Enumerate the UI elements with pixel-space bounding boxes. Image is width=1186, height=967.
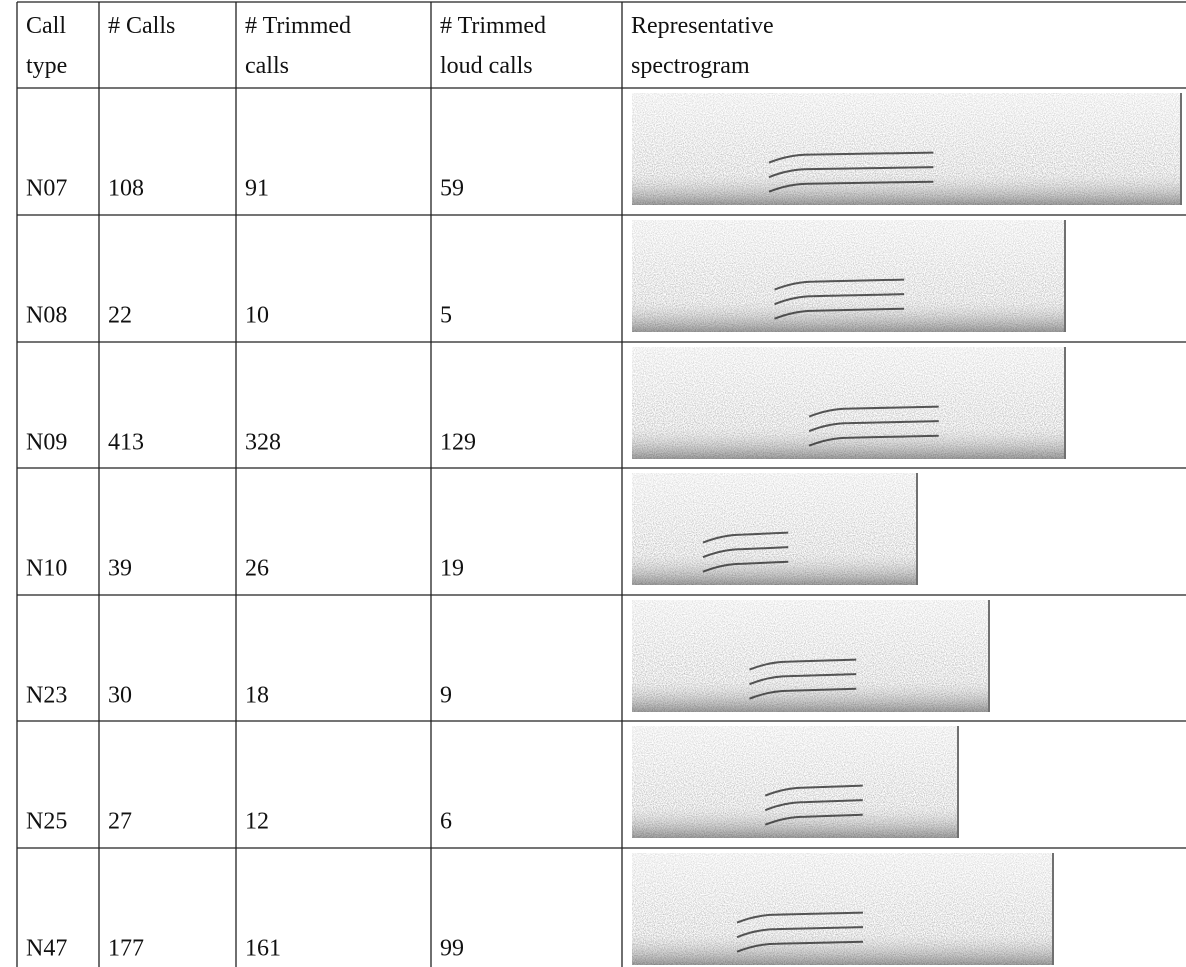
harmonic [764,813,863,826]
harmonic [764,799,863,812]
spectrogram-shade [632,93,1180,205]
count-cell: 129 [440,430,476,456]
spectrogram [632,220,1066,332]
harmonic [702,560,789,573]
spectrogram-shade [632,220,1064,332]
call-type: N23 [26,683,67,709]
header-text: Call [26,13,66,39]
header-text: # Trimmed [245,13,351,39]
spectrogram [632,347,1066,459]
count-cell: 18 [245,683,269,709]
harmonic [768,180,934,193]
call-type: N08 [26,303,67,329]
count-cell: 99 [440,936,464,962]
count-cell: 6 [440,809,452,835]
count-cell: 22 [108,303,132,329]
harmonic [808,420,939,433]
count-cell: 26 [245,556,269,582]
count-cell: 5 [440,303,452,329]
spectrogram [632,853,1054,965]
call-type: N09 [26,430,67,456]
spectrogram-shade [632,473,916,585]
count-cell: 328 [245,430,281,456]
header-text: type [26,53,67,79]
harmonic [736,926,864,939]
header-text: Representative [631,13,774,39]
count-cell: 177 [108,936,144,962]
harmonic [749,673,857,686]
spectrogram-shade [632,853,1052,965]
count-cell: 413 [108,430,144,456]
harmonic [774,278,905,291]
count-cell: 39 [108,556,132,582]
count-cell: 10 [245,303,269,329]
harmonic [736,911,864,924]
harmonic [808,405,939,418]
call-type: N25 [26,809,67,835]
call-type: N10 [26,556,67,582]
harmonic [768,151,934,164]
harmonic [702,546,789,559]
header-text: calls [245,53,289,79]
harmonic [774,293,905,306]
call-type: N47 [26,936,67,962]
header-text: spectrogram [631,53,750,79]
count-cell: 91 [245,176,269,202]
count-cell: 59 [440,176,464,202]
harmonic [808,434,939,447]
harmonic [768,166,934,179]
spectrogram [632,726,959,838]
harmonic [749,687,857,700]
count-cell: 27 [108,809,132,835]
header-text: # Calls [108,13,175,39]
spectrogram-shade [632,347,1064,459]
count-cell: 12 [245,809,269,835]
count-cell: 108 [108,176,144,202]
spectrogram [632,473,918,585]
harmonic [736,940,864,953]
spectrogram-shade [632,600,988,712]
count-cell: 19 [440,556,464,582]
count-cell: 161 [245,936,281,962]
call-type: N07 [26,176,67,202]
header-text: loud calls [440,53,533,79]
harmonic [702,531,789,544]
harmonic [764,784,863,797]
spectrogram [632,93,1182,205]
harmonic [774,307,905,320]
harmonic [749,658,857,671]
header-text: # Trimmed [440,13,546,39]
count-cell: 9 [440,683,452,709]
spectrogram-shade [632,726,957,838]
count-cell: 30 [108,683,132,709]
spectrogram [632,600,990,712]
